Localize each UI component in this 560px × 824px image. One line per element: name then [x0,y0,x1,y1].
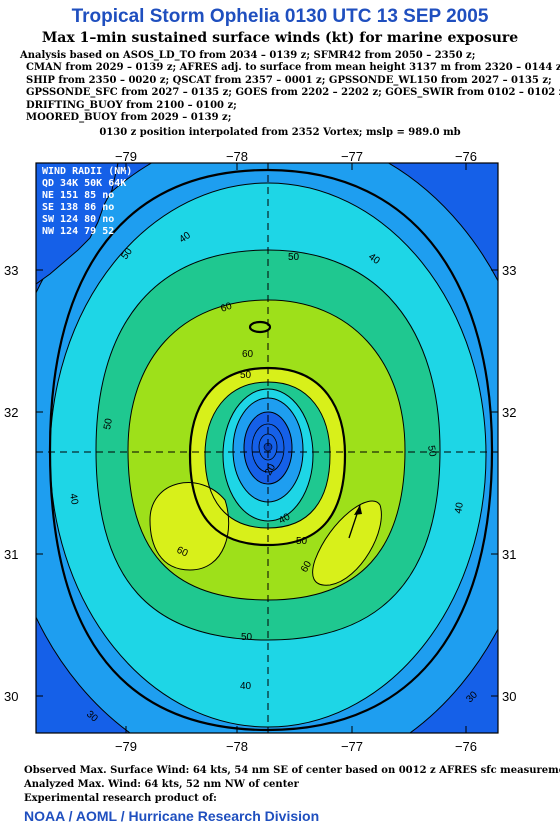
product-note: Experimental research product of: [24,793,217,804]
lon-label-top: −78 [226,149,248,164]
analyzed-max-wind: Analyzed Max. Wind: 64 kts, 52 nm NW of … [24,779,299,790]
lon-label-bottom: −76 [455,739,477,754]
lon-label-top: −79 [115,149,137,164]
analysis-line: Analysis based on ASOS_LD_TO from 2034 –… [20,50,476,61]
contour-label: 40 [277,511,293,526]
lat-label-right: 31 [502,547,516,562]
wind-radii-row: SE 138 86 no [42,202,114,213]
contour-label: 60 [242,349,254,360]
contour-inner-40 [222,388,314,522]
analysis-line: MOORED_BUOY from 2029 – 0139 z; [26,112,232,124]
analysis-line: DRIFTING_BUOY from 2100 – 0100 z; [26,99,237,111]
axis-ticks [36,163,498,733]
contour-label: 50 [296,536,308,547]
wind-analysis-map: −79 −78 −77 −76 [4,149,516,754]
contour-label: 50 [240,370,252,381]
contour-64-north-pocket [248,320,272,334]
wind-radii-header: QD 34K 50K 64K [42,178,126,189]
pocket-60-sw [150,482,229,570]
wind-radii-row: NE 151 85 no [42,190,114,201]
analysis-line: GPSSONDE_SFC from 2027 – 0135 z; GOES fr… [26,87,560,99]
contour-inner-15 [251,423,285,473]
lat-label-left: 33 [4,263,18,278]
contour-60-se [312,500,382,586]
footer-notes: Observed Max. Surface Wind: 64 kts, 54 n… [24,764,560,824]
contour-inner-20 [243,411,293,485]
wind-radii-row: NW 124 79 52 [42,226,114,237]
map-title: Tropical Storm Ophelia 0130 UTC 13 SEP 2… [71,6,489,27]
wind-radii-row: SW 124 80 no [42,214,114,225]
organization-name: NOAA / AOML / Hurricane Research Divisio… [24,808,320,824]
contour-label: 50 [425,445,438,458]
contour-50 [95,249,441,641]
contour-label: 50 [241,632,253,643]
pocket-60-se [312,501,382,586]
lat-label-right: 30 [502,689,516,704]
lat-label-left: 31 [4,547,18,562]
analysis-line: SHIP from 2350 – 0020 z; QSCAT from 2357… [26,74,552,86]
contour-60-sw [149,482,230,571]
contour-label: 40 [67,493,80,506]
lat-label-left: 32 [4,405,18,420]
contour-label: 40 [453,501,466,514]
contour-label: 50 [288,252,300,263]
map-frame [35,162,499,734]
map-subtitle: Max 1–min sustained surface winds (kt) f… [41,30,519,46]
lon-label-bottom: −79 [115,739,137,754]
contour-label: 60 [299,559,314,575]
observed-max-wind: Observed Max. Surface Wind: 64 kts, 54 n… [24,765,560,776]
max-wind-arrowhead [354,505,362,515]
position-note: 0130 z position interpolated from 2352 V… [99,127,461,138]
lat-label-right: 32 [502,405,516,420]
wind-radii-title: WIND RADII (NM) [42,166,132,177]
contour-label: 50 [102,417,115,430]
analysis-sources: Analysis based on ASOS_LD_TO from 2034 –… [20,50,560,124]
lon-label-bottom: −77 [341,739,363,754]
contour-label: 60 [175,545,190,560]
lon-label-top: −77 [341,149,363,164]
contour-label: 20 [263,462,278,478]
lon-label-bottom: −78 [226,739,248,754]
contour-64 [188,366,347,547]
lat-label-right: 33 [502,263,516,278]
lat-label-left: 30 [4,689,18,704]
contour-label: 40 [240,681,252,692]
analysis-line: CMAN from 2029 – 0139 z; AFRES adj. to s… [26,62,560,74]
lon-label-top: −76 [455,149,477,164]
coastline [36,163,119,285]
contour-label: 60 [219,301,234,315]
